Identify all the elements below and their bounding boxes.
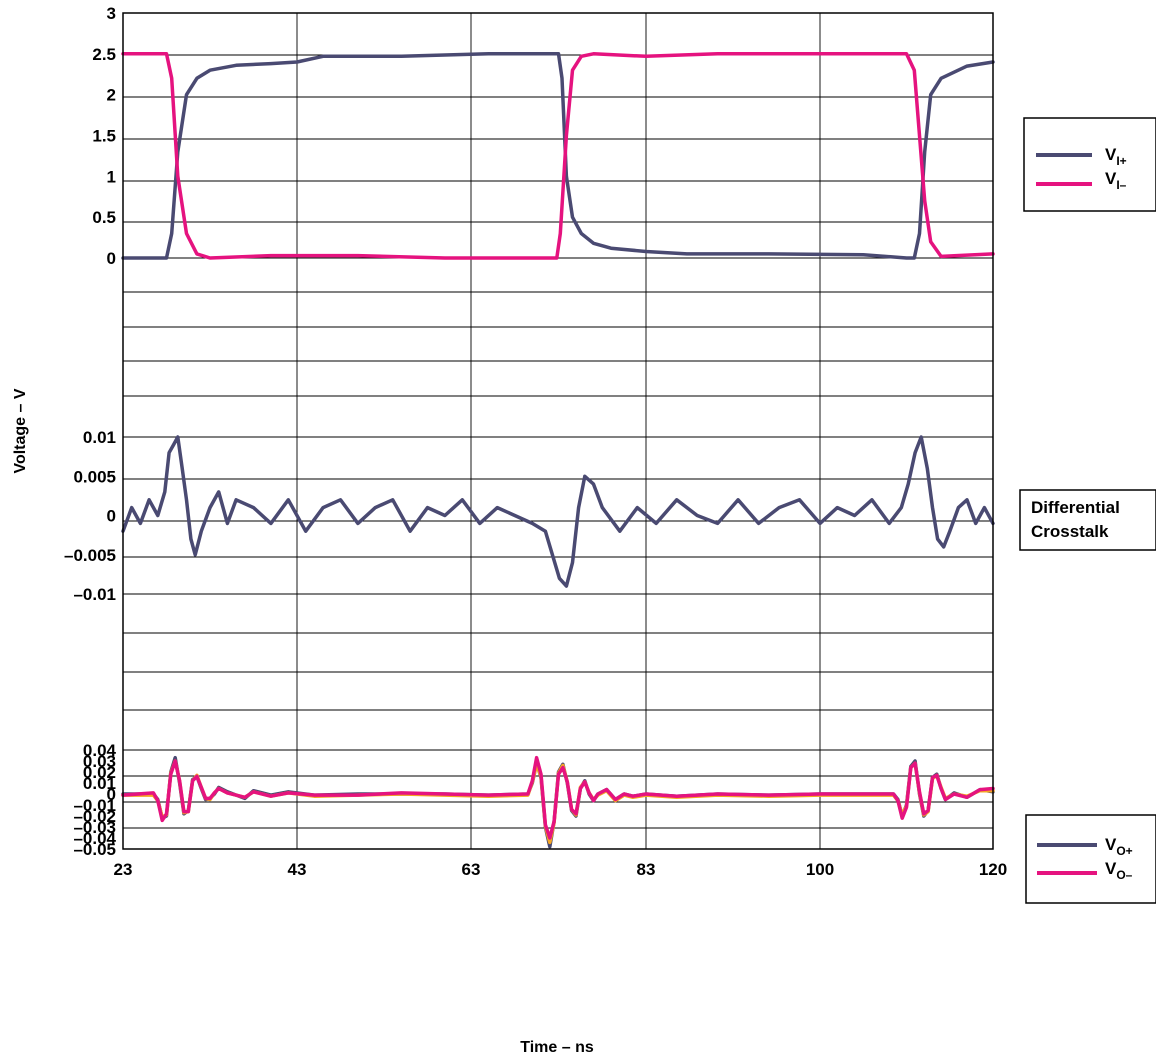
x-axis-title: Time – ns [520, 1039, 594, 1056]
y-tick-label-output: 0.03 [83, 752, 116, 771]
series-line-vo_minus [121, 755, 995, 840]
y-tick-label-output: –0.05 [73, 840, 116, 859]
y-tick-label-output: –0.01 [73, 796, 116, 815]
y-tick-label-input: 1 [107, 167, 116, 186]
y-tick-label-crosstalk: –0.01 [73, 585, 116, 604]
y-tick-label-crosstalk: 0.01 [83, 428, 116, 447]
y-tick-label-input: 1.5 [92, 127, 116, 146]
x-tick-label: 63 [462, 860, 481, 879]
legend-input-box [1023, 117, 1156, 212]
legend-output-box [1025, 814, 1156, 904]
x-tick-label: 120 [979, 860, 1007, 879]
legend-vi-minus-label: VI– [1105, 169, 1127, 192]
y-tick-label-crosstalk: 0 [107, 507, 116, 526]
series-line-crosstalk [121, 435, 995, 588]
legend-vi-plus-label: VI+ [1105, 145, 1127, 168]
legend-vo-minus-label: VO– [1105, 859, 1133, 882]
y-tick-label-input: 0.5 [92, 208, 116, 227]
y-tick-label-output: 0.02 [83, 763, 116, 782]
y-tick-label-output: –0.03 [73, 818, 116, 837]
y-axis-title: Voltage – V [12, 388, 29, 473]
tick-labels: 23 43 63 83 100 12000.511.522.530.010.0050–0.… [64, 4, 1007, 879]
plot-grid [123, 12, 993, 850]
y-tick-label-crosstalk: 0.005 [73, 467, 116, 486]
y-tick-label-output: –0.04 [73, 829, 116, 848]
legend-vo-plus-label: VO+ [1105, 835, 1133, 858]
y-tick-label-output: 0.04 [83, 741, 117, 760]
y-tick-label-crosstalk: –0.005 [64, 546, 116, 565]
x-tick-label: 83 [637, 860, 656, 879]
y-tick-label-output: –0.02 [73, 807, 116, 826]
legend-crosstalk: Differential Crosstalk [1019, 489, 1156, 551]
series-line-vi_minus [121, 52, 995, 260]
x-tick-label: 100 [806, 860, 834, 879]
x-tick-label: 43 [288, 860, 307, 879]
plot-frame [122, 12, 994, 850]
y-tick-label-input: 3 [107, 4, 116, 23]
legend-crosstalk-line1: Differential [1031, 498, 1120, 517]
y-tick-label-input: 2 [107, 86, 116, 105]
legend-input: VI+ VI– [1023, 117, 1156, 212]
y-tick-label-output: 0.01 [83, 774, 116, 793]
y-tick-label-output: 0 [107, 785, 116, 804]
y-tick-label-input: 0 [107, 249, 116, 268]
legend-output: VO+ VO– [1025, 814, 1156, 904]
legend-crosstalk-box [1019, 489, 1156, 551]
series-layer [121, 52, 995, 849]
legend-crosstalk-line2: Crosstalk [1031, 522, 1109, 541]
y-tick-label-input: 2.5 [92, 45, 116, 64]
x-tick-label: 23 [114, 860, 133, 879]
series-line-vi_plus [121, 52, 995, 260]
